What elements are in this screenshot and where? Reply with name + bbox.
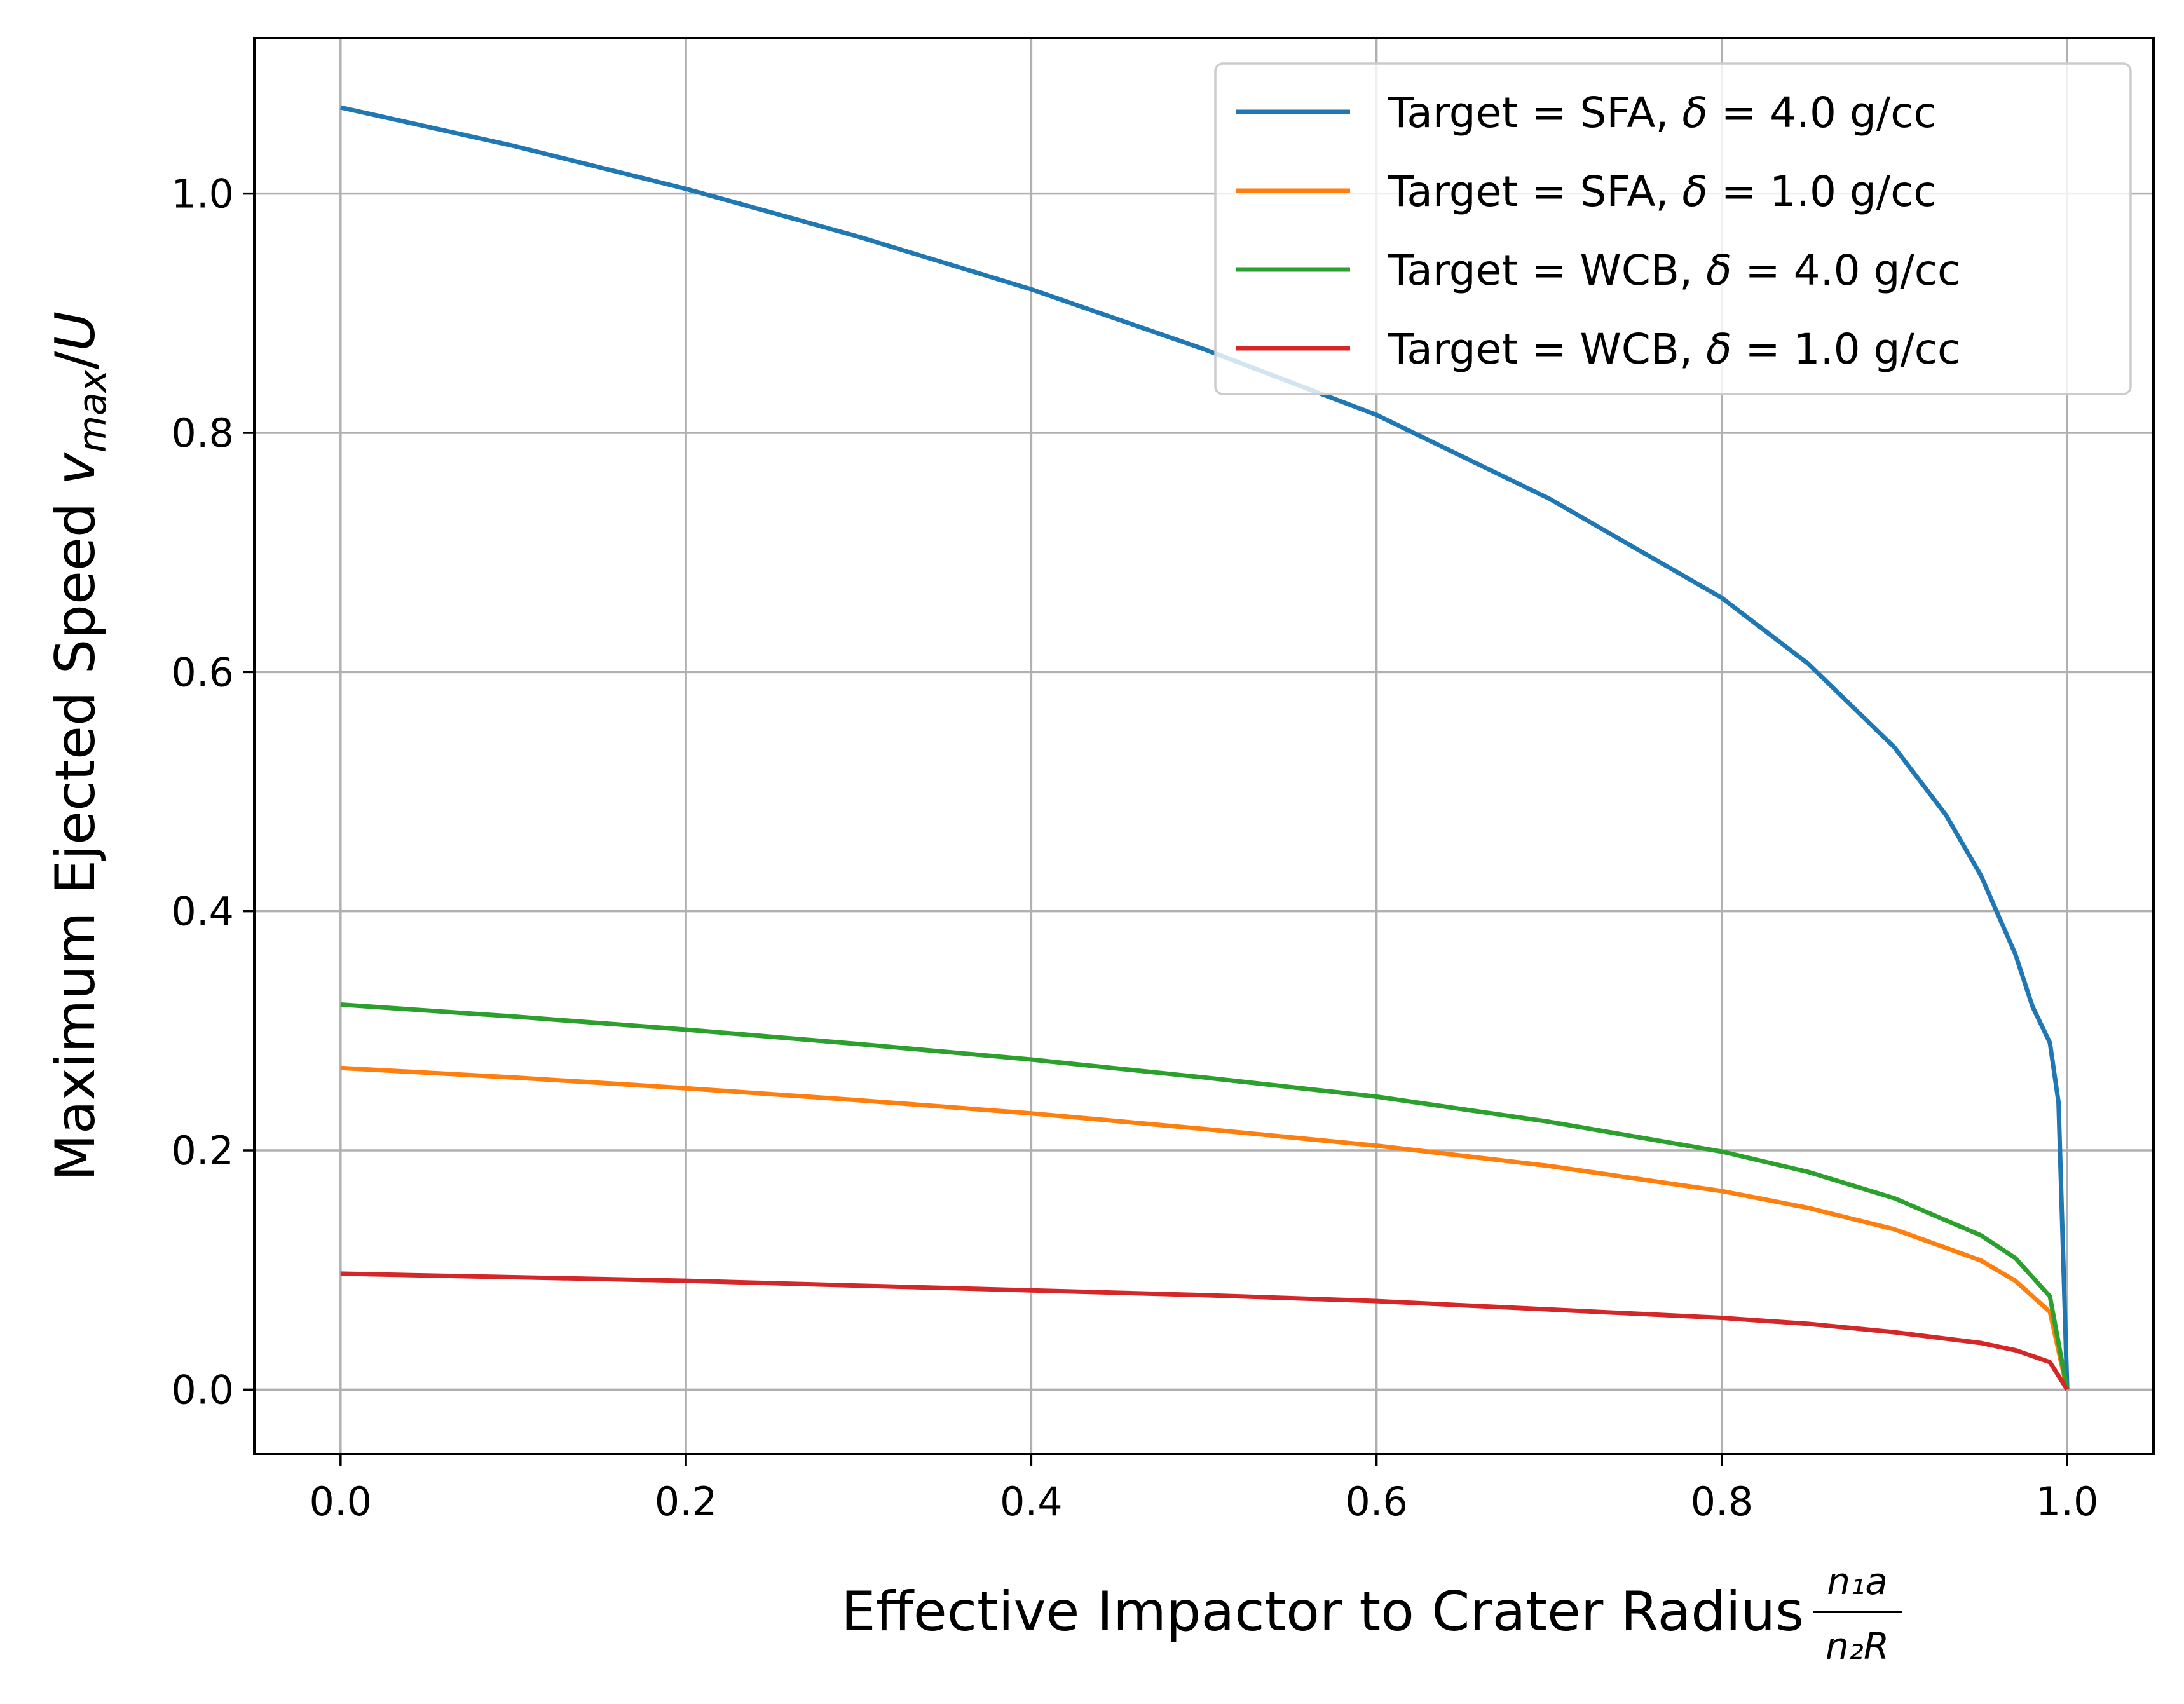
x-axis-label: Effective Impactor to Crater Radius n₁a … <box>841 1560 1902 1668</box>
y-axis-label-text: Maximum Ejected Speed <box>44 503 107 1182</box>
x-tick-label: 1.0 <box>2036 1478 2099 1525</box>
y-tick-label: 1.0 <box>171 171 234 217</box>
y-tick-label: 0.6 <box>171 649 234 695</box>
y-axis-label-u: U <box>44 311 107 351</box>
y-axis-label: Maximum Ejected Speed vmax/U <box>44 311 115 1182</box>
x-axis-label-text: Effective Impactor to Crater Radius <box>841 1580 1804 1644</box>
series-line-2 <box>340 1065 2070 1391</box>
grid-lines <box>254 38 2153 1454</box>
x-tick-label: 0.6 <box>1345 1478 1408 1525</box>
x-tick-label: 0.2 <box>655 1478 718 1525</box>
y-axis-label-subscript: max <box>71 369 115 453</box>
x-tick-label: 0.0 <box>310 1478 372 1525</box>
x-axis-label-numerator: n₁a <box>1827 1560 1888 1603</box>
legend: Target = SFA, δ = 4.0 g/cc Target = SFA, … <box>1214 62 2132 395</box>
y-tick-label: 0.8 <box>171 410 234 456</box>
plot-area-frame <box>253 37 2155 1455</box>
series-line-3 <box>340 1002 2070 1391</box>
legend-label-1: Target = SFA, δ = 4.0 g/cc <box>1388 88 1937 137</box>
x-tick-label: 0.8 <box>1691 1478 1754 1525</box>
y-axis-label-v: v <box>44 452 107 485</box>
legend-label-2: Target = SFA, δ = 1.0 g/cc <box>1388 167 1937 216</box>
x-tick-label: 0.4 <box>1000 1478 1063 1525</box>
series-line-4 <box>340 1271 2070 1391</box>
axis-ticks: 0.0 0.2 0.4 0.6 0.8 1.0 0.0 0.2 0.4 0.6 0.8 1.0 <box>171 171 2098 1525</box>
legend-box <box>1214 62 2132 395</box>
legend-label-3: Target = WCB, δ = 4.0 g/cc <box>1388 246 1960 295</box>
series-line-1 <box>340 105 2070 1390</box>
y-axis-label-slash: / <box>44 351 107 370</box>
y-tick-label: 0.0 <box>171 1367 234 1413</box>
y-tick-label: 0.2 <box>171 1128 234 1174</box>
x-axis-label-denominator: n₂R <box>1826 1625 1889 1668</box>
legend-label-4: Target = WCB, δ = 1.0 g/cc <box>1388 325 1960 374</box>
series-lines <box>340 105 2070 1391</box>
y-tick-label: 0.4 <box>171 889 234 935</box>
